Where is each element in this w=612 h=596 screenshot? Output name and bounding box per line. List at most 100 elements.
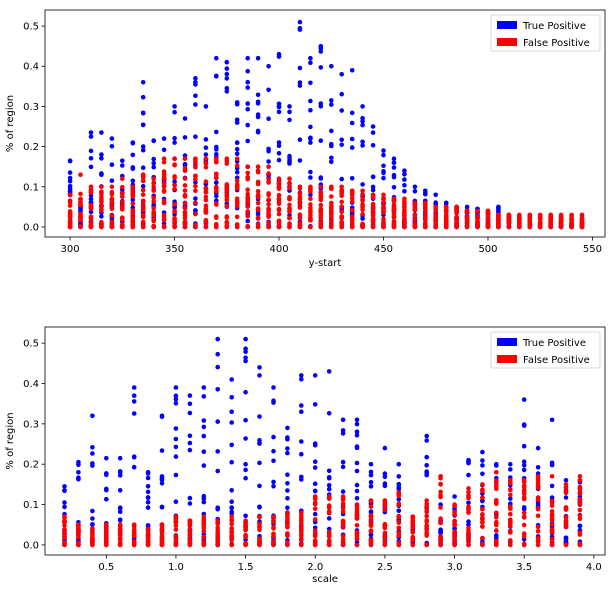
scatter-point [67,214,73,219]
scatter-point [326,476,332,481]
scatter-point [368,504,374,509]
scatter-point [370,201,376,207]
scatter-point [224,193,230,198]
scatter-point [443,224,449,229]
scatter-point [326,483,332,488]
scatter-point [172,179,177,184]
scatter-point [243,389,248,395]
scatter-point [243,461,248,467]
scatter-point [318,223,324,229]
scatter-point [255,168,261,173]
scatter-point [120,222,125,228]
scatter-point [214,185,219,191]
scatter-point [360,224,365,230]
data-points [67,19,585,230]
scatter-point [172,208,177,214]
scatter-point [480,482,485,487]
scatter-point [299,474,304,480]
scatter-point [161,224,167,229]
scatter-point [109,144,115,149]
scatter-point [214,214,219,219]
scatter-point [521,443,527,449]
scatter-point [120,191,125,196]
y-axis-label: % of region [5,95,16,152]
scatter-point [201,542,207,547]
scatter-point [245,68,250,74]
scatter-point [67,192,73,198]
scatter-point [329,155,334,161]
scatter-point [88,199,94,205]
scatter-point [370,130,376,135]
scatter-point [161,172,167,177]
scatter-point [412,208,418,213]
scatter-point [433,192,439,198]
scatter-point [466,472,471,478]
scatter-point [140,122,146,128]
scatter-point [285,511,290,517]
scatter-point [549,522,555,527]
scatter-point [381,169,386,174]
scatter-point [214,152,219,157]
scatter-point [172,216,177,221]
scatter-point [424,470,430,476]
scatter-point [243,467,248,473]
scatter-point [88,148,94,154]
scatter-point [140,147,146,153]
scatter-point [424,438,430,443]
scatter-point [329,159,334,165]
scatter-point [480,463,485,468]
scatter-point [297,205,303,210]
scatter-point [130,191,136,197]
scatter-point [266,197,271,203]
scatter-point [173,523,179,528]
scatter-point [130,166,136,172]
scatter-point [201,385,207,390]
scatter-point [243,349,248,355]
scatter-point [412,189,418,194]
scatter-point [234,117,240,123]
scatter-point [438,505,443,510]
x-axis-label: scale [312,574,338,585]
scatter-point [173,401,179,406]
scatter-point [224,76,230,81]
scatter-point [104,535,109,541]
scatter-point [187,495,193,501]
scatter-point [287,176,292,181]
scatter-point [140,165,146,170]
scatter-point [193,200,198,206]
scatter-point [466,531,471,536]
scatter-point [370,195,376,201]
scatter-point [229,442,234,448]
scatter-point [381,197,386,202]
scatter-point [285,450,290,456]
scatter-point [308,60,313,66]
scatter-point [276,103,282,109]
scatter-point [201,528,207,534]
scatter-point [577,491,583,496]
scatter-point [78,191,83,197]
scatter-point [368,532,374,538]
scatter-point [78,202,83,208]
scatter-point [382,481,388,486]
scatter-point [266,206,271,212]
scatter-point [410,519,416,525]
scatter-point [145,541,151,547]
y-tick-label: 0.0 [23,222,39,233]
scatter-point [308,140,313,145]
scatter-point [569,221,574,226]
scatter-point [360,104,365,109]
scatter-point [381,192,386,198]
scatter-point [159,481,165,486]
scatter-point [145,489,151,495]
scatter-point [203,217,209,223]
scatter-point [203,152,209,157]
scatter-point [382,506,388,512]
scatter-point [120,215,125,221]
scatter-point [62,504,67,510]
scatter-point [354,429,360,435]
scatter-point [412,184,418,190]
scatter-point [308,196,313,201]
scatter-point [308,55,313,61]
scatter-point [234,178,240,183]
scatter-point [257,414,262,419]
